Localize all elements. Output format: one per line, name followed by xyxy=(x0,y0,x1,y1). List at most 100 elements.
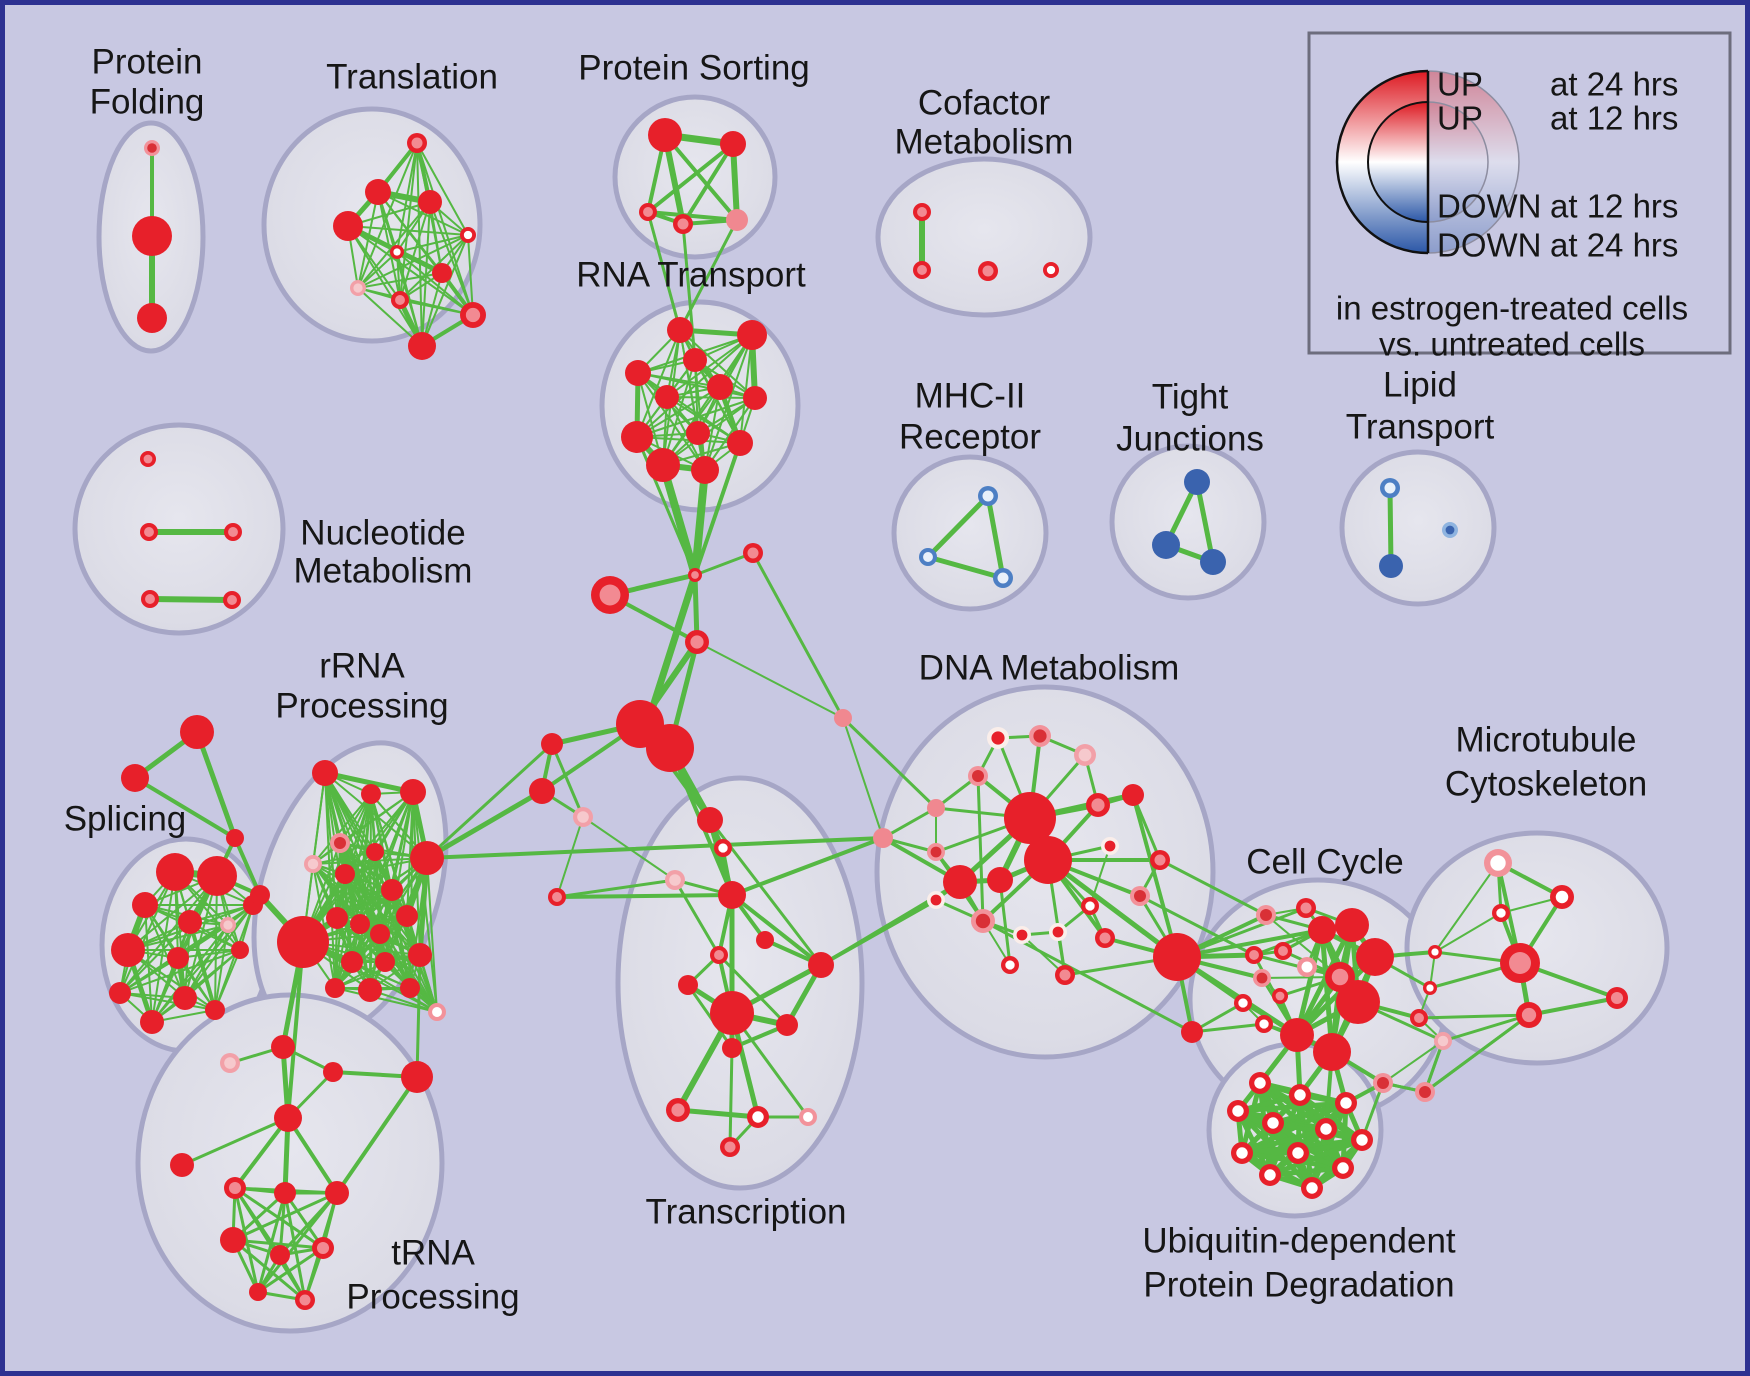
network-edge xyxy=(704,397,756,471)
node-dna-metabolism-center xyxy=(1154,854,1166,866)
node-transcription xyxy=(808,952,834,978)
network-edge xyxy=(336,851,376,919)
node-protein-sorting xyxy=(720,131,746,157)
node-transcription-center xyxy=(803,1112,813,1122)
cluster-label-transcription: Transcription xyxy=(646,1193,847,1232)
network-edge xyxy=(357,272,443,289)
network-edge xyxy=(151,949,241,1023)
node-transcription-center xyxy=(671,1103,685,1117)
node-microtubule-cytoskeleton-center xyxy=(1490,855,1506,871)
node-dna-metabolism xyxy=(1004,792,1056,844)
node-cell-cycle xyxy=(1308,916,1336,944)
network-edge xyxy=(147,596,235,603)
node-trna-processing xyxy=(270,1245,290,1265)
node-cell-cycle-center xyxy=(1256,972,1268,984)
cluster-label-trna-processing: tRNA xyxy=(391,1234,475,1273)
network-link-edge xyxy=(555,878,677,899)
network-edge xyxy=(231,1238,325,1250)
node-translation-center xyxy=(463,230,473,240)
network-edge xyxy=(636,386,721,438)
node-dna-metabolism-center xyxy=(1078,748,1092,762)
node-dna-metabolism-center xyxy=(1016,929,1028,941)
node-tight-junctions xyxy=(1184,469,1210,495)
node-transcription-center xyxy=(752,1111,764,1123)
legend-faded-half xyxy=(1428,71,1519,253)
node-translation-center xyxy=(353,283,363,293)
network-edge xyxy=(1434,862,1499,953)
legend-row-time: at 12 hrs xyxy=(1550,188,1678,225)
node-lipid-transport xyxy=(1379,554,1403,578)
network-edge xyxy=(119,921,191,994)
node-transcription xyxy=(776,1014,798,1036)
network-link-edge xyxy=(841,716,938,810)
node-dna-metabolism xyxy=(927,799,945,817)
node-rrna-processing xyxy=(277,916,329,968)
node-nucleotide-metabolism-center xyxy=(144,527,154,537)
node-dna-metabolism xyxy=(873,828,893,848)
node-trna-processing-center xyxy=(228,1181,242,1195)
node-rna-transport xyxy=(683,348,707,372)
node-dna-metabolism-center xyxy=(1091,798,1105,812)
node-connector-center xyxy=(691,571,699,579)
network-edge xyxy=(416,142,469,236)
node-dna-metabolism xyxy=(943,865,977,899)
cluster-label-tight-junctions: Tight xyxy=(1152,378,1229,417)
network-edge xyxy=(1382,1040,1444,1084)
node-rrna-processing xyxy=(410,841,444,875)
node-cell-cycle xyxy=(1280,1018,1314,1052)
cluster-label-ubiquitin-degradation: Ubiquitin-dependent xyxy=(1142,1222,1456,1261)
cluster-label-tight-junctions: Junctions xyxy=(1116,420,1264,459)
network-edge xyxy=(1089,845,1111,907)
node-cell-cycle-center xyxy=(1249,950,1259,960)
node-dna-metabolism-center xyxy=(1033,729,1047,743)
network-link-edge xyxy=(425,836,885,860)
node-dna-metabolism-center xyxy=(1085,901,1095,911)
node-splicing-center xyxy=(223,920,233,930)
legend-inner-arc-right xyxy=(1427,101,1489,223)
node-translation-center xyxy=(465,307,481,323)
cluster-label-rrna-processing: Processing xyxy=(275,687,448,726)
network-edge xyxy=(334,954,421,989)
node-translation-center xyxy=(393,248,401,256)
node-rrna-processing xyxy=(361,784,381,804)
node-translation-center xyxy=(411,137,423,149)
node-transcription xyxy=(756,931,774,949)
network-edge xyxy=(675,1107,761,1120)
cluster-ellipse-trna-processing xyxy=(135,992,445,1334)
node-ubiquitin-degradation-center xyxy=(1236,1147,1248,1159)
network-edge xyxy=(728,1046,734,1149)
legend-row-direction: DOWN xyxy=(1437,227,1541,264)
node-ubiquitin-degradation-center xyxy=(1294,1089,1306,1101)
node-splicing xyxy=(205,1000,225,1020)
network-edge xyxy=(925,554,1006,581)
node-connector-center xyxy=(552,892,562,902)
node-nucleotide-metabolism-center xyxy=(143,454,153,464)
node-trna-processing xyxy=(220,1227,246,1253)
node-rrna-processing xyxy=(408,943,432,967)
network-edge xyxy=(151,924,229,1023)
node-protein-folding-center xyxy=(147,143,157,153)
cluster-label-protein-folding: Protein xyxy=(92,43,203,82)
node-trna-processing xyxy=(274,1104,302,1132)
network-edge xyxy=(663,133,739,222)
node-dna-metabolism-center xyxy=(930,846,942,858)
node-dna-metabolism-center xyxy=(991,731,1005,745)
network-edge xyxy=(127,924,229,951)
network-edge xyxy=(256,1191,339,1294)
node-translation xyxy=(432,263,452,283)
node-splicing xyxy=(156,853,194,891)
network-edge xyxy=(256,1246,325,1294)
legend-footnote: vs. untreated cells xyxy=(1379,326,1645,363)
node-cofactor-metabolism-center xyxy=(1046,265,1056,275)
cluster-ellipse-tight-junctions xyxy=(1109,443,1267,601)
cluster-label-nucleotide-metabolism: Metabolism xyxy=(294,552,473,591)
node-rna-transport xyxy=(625,360,651,386)
node-rrna-processing xyxy=(350,914,370,934)
network-link-edge xyxy=(730,836,885,897)
node-connector xyxy=(541,733,563,755)
cluster-label-rrna-processing: rRNA xyxy=(319,647,405,686)
node-splicing xyxy=(178,910,202,934)
node-cell-cycle-center xyxy=(1260,909,1272,921)
